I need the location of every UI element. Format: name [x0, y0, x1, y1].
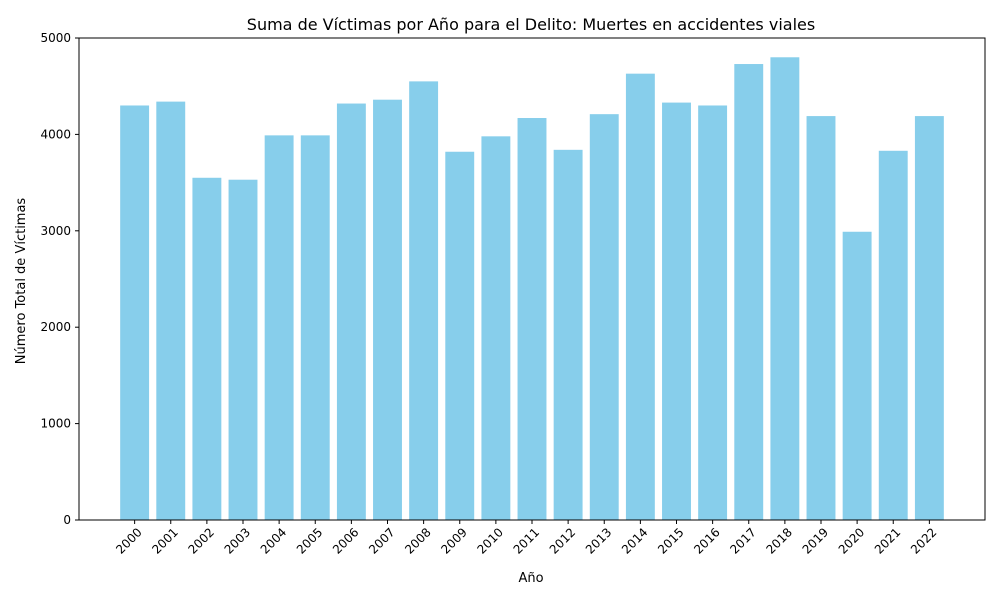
y-tick-label: 1000: [40, 417, 71, 431]
bar-2012: [553, 149, 583, 520]
bar-2014: [625, 73, 655, 521]
bar-2022: [914, 116, 944, 520]
bar-2020: [842, 231, 872, 520]
chart-title: Suma de Víctimas por Año para el Delito:…: [247, 15, 815, 34]
bar-2009: [445, 151, 475, 520]
bar-2013: [589, 114, 619, 520]
bar-2018: [770, 57, 800, 520]
bar-2008: [409, 81, 439, 520]
bar-2011: [517, 118, 547, 520]
y-tick-label: 3000: [40, 224, 71, 238]
bar-2005: [300, 135, 330, 521]
bar-2016: [698, 105, 728, 520]
bar-2021: [878, 150, 908, 521]
bar-2000: [120, 105, 150, 520]
bar-2010: [481, 136, 511, 520]
y-tick-label: 5000: [40, 31, 71, 45]
bar-2001: [156, 101, 186, 521]
bar-2015: [662, 102, 691, 520]
bars-layer: [120, 57, 944, 521]
y-tick-label: 2000: [40, 320, 71, 334]
bar-2006: [336, 103, 366, 521]
bar-2002: [192, 177, 222, 520]
y-tick-label: 0: [63, 513, 71, 527]
y-tick-label: 4000: [40, 127, 71, 141]
bar-2003: [228, 179, 258, 520]
bar-2019: [806, 116, 836, 520]
x-axis-label: Año: [518, 571, 543, 586]
y-axis-label: Número Total de Víctimas: [14, 198, 29, 365]
bar-2017: [734, 64, 764, 520]
bar-2004: [264, 135, 294, 521]
bar-2007: [373, 99, 402, 520]
